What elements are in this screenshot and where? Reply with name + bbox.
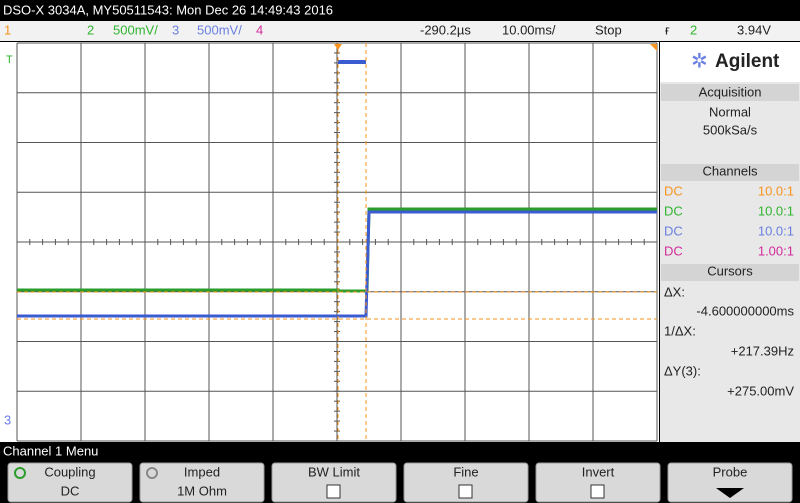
channel-probe: 10.0:1 [758,203,794,218]
trigger-source: 2 [690,22,697,37]
softkey[interactable]: Probe [667,462,793,503]
softkey-bg[interactable] [7,462,133,503]
softkey-value: 1M Ohm [177,483,227,498]
acq-mode: Normal [709,104,751,119]
traces [17,43,657,441]
corner-marker [650,44,657,51]
logo-icon: ✲ [691,50,708,72]
trigger-level-marker: T [6,54,13,66]
brand: Agilent [715,51,780,72]
checkbox[interactable] [326,484,341,499]
section-header [661,264,799,281]
logo-box [660,42,800,82]
cursors-title: Cursors [707,263,753,278]
acquisition-title: Acquisition [699,84,762,99]
graticule [0,42,659,442]
trigger-position-marker [334,44,342,50]
channel-coupling: DC [664,243,683,258]
ch1-label: 1 [4,22,11,37]
softkey-bg[interactable] [139,462,265,503]
channel-coupling: DC [664,203,683,218]
side-panel-bg [660,42,800,442]
inv-value: +217.39Hz [731,343,794,358]
dx-label: ΔX: [664,284,685,299]
softkey[interactable]: Coupling DC [7,462,133,503]
softkey-bg[interactable] [403,462,529,503]
channel-probe: 10.0:1 [758,223,794,238]
status-title: DSO-X 3034A, MY50511543: Mon Dec 26 14:4… [3,2,333,17]
channel-rows: DC 10.0:1 DC 10.0:1 DC 10.0:1 DC 1.00:1 [664,183,794,258]
dy-value: +275.00mV [727,383,794,398]
cycle-icon [146,467,158,479]
ch3-label: 3 [172,22,179,37]
channel-coupling: DC [664,183,683,198]
section-header [661,84,799,101]
delay: -290.2µs [420,22,471,37]
timebase: 10.00ms/ [502,22,556,37]
channel-coupling: DC [664,223,683,238]
menu-title: Channel 1 Menu [3,443,98,458]
ch3-scale: 500mV/ [197,22,242,37]
trigger-icon: ғ [665,22,670,37]
softkey[interactable]: Invert [535,462,661,503]
ch4-label: 4 [256,22,263,37]
side-panel: ✲ Agilent Acquisition Normal 500kSa/s Ch… [660,42,800,442]
channel-probe: 1.00:1 [758,243,794,258]
softkey-bg[interactable] [667,462,793,503]
ground-marker: 3 [4,412,11,427]
channel-probe: 10.0:1 [758,183,794,198]
run-state: Stop [595,22,622,37]
softkey-label: Invert [582,464,615,479]
softkey-bg[interactable] [535,462,661,503]
channels-title: Channels [703,163,758,178]
inv-label: 1/ΔX: [664,323,696,338]
softkey[interactable]: Fine [403,462,529,503]
softkey-arrow [716,488,744,498]
section-header [661,164,799,181]
ch2-trace [17,207,657,293]
trigger-level: 3.94V [737,22,771,37]
softkey-label: Fine [453,464,478,479]
softkey[interactable]: BW Limit [271,462,397,503]
dx-value: -4.600000000ms [696,303,794,318]
softkey-value: DC [61,483,80,498]
softkey-label: Coupling [44,464,95,479]
channel-bar [0,21,800,41]
softkey-label: Imped [184,464,220,479]
checkbox[interactable] [590,484,605,499]
softkey[interactable]: Imped 1M Ohm [139,462,265,503]
ch2-label: 2 [87,22,94,37]
dy-label: ΔY(3): [664,363,701,378]
ch2-scale: 500mV/ [113,22,158,37]
cycle-icon [14,467,26,479]
softkey-label: Probe [713,464,748,479]
softkey-label: BW Limit [308,464,360,479]
softkeys: Coupling DC Imped 1M Ohm BW Limit Fine Invert P… [7,462,793,503]
checkbox[interactable] [458,484,473,499]
acq-rate: 500kSa/s [703,122,758,137]
softkey-bg[interactable] [271,462,397,503]
